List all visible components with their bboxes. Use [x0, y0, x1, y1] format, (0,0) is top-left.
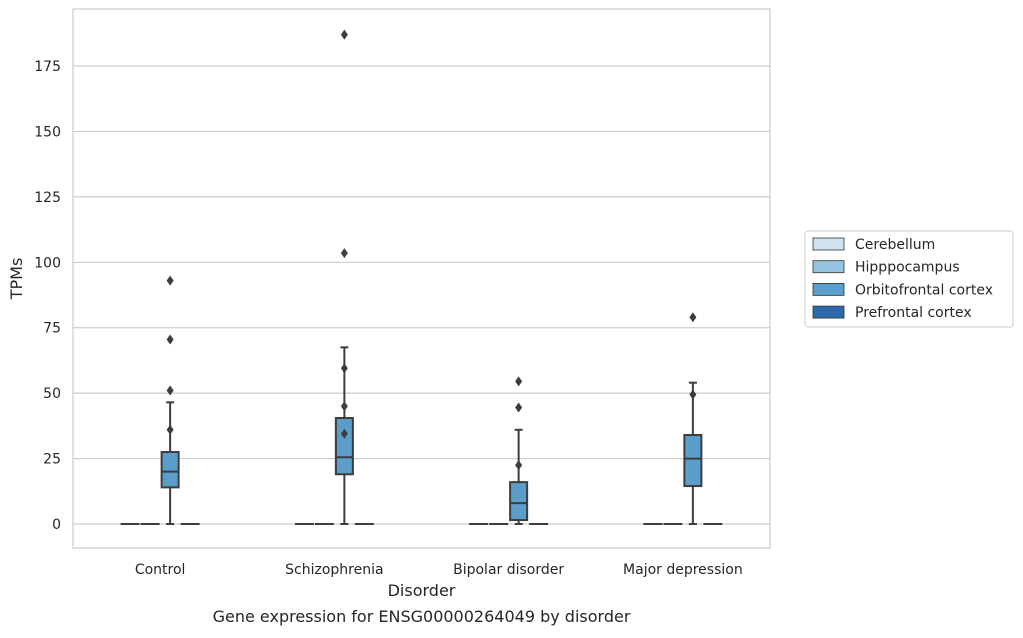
y-tick-label: 100 — [34, 255, 61, 271]
x-tick-label: Bipolar disorder — [453, 562, 564, 578]
y-axis-label: TPMs — [7, 258, 26, 301]
legend-label: Prefrontal cortex — [855, 305, 972, 321]
box-orbitofrontal-cortex — [684, 312, 701, 524]
outlier-point — [689, 389, 696, 399]
box-orbitofrontal-cortex — [510, 376, 527, 524]
x-tick-label: Control — [135, 562, 186, 578]
box-body — [336, 418, 353, 474]
y-axis-ticks: 0 25 50 75 100 125 150 175 — [34, 59, 61, 533]
outlier-point — [341, 401, 348, 411]
legend-swatch — [813, 306, 844, 318]
outlier-point — [341, 363, 348, 373]
box-body — [510, 482, 527, 520]
outlier-point — [341, 30, 348, 40]
x-axis-label: Disorder — [388, 581, 456, 600]
box-body — [684, 435, 701, 486]
y-tick-label: 125 — [34, 190, 61, 206]
outlier-point — [167, 425, 174, 435]
outlier-point — [167, 335, 174, 345]
legend-swatch — [813, 283, 844, 295]
outlier-point — [167, 386, 174, 396]
y-tick-label: 0 — [52, 517, 61, 533]
x-tick-label: Schizophrenia — [285, 562, 383, 578]
y-tick-label: 25 — [43, 452, 61, 468]
x-axis-ticks: Control Schizophrenia Bipolar disorder Majo… — [135, 562, 743, 578]
box-orbitofrontal-cortex — [336, 30, 353, 524]
y-tick-label: 50 — [43, 386, 61, 402]
outlier-point — [167, 276, 174, 286]
legend-swatch — [813, 261, 844, 273]
outlier-point — [515, 376, 522, 386]
box-body — [162, 452, 179, 487]
outlier-point — [689, 312, 696, 322]
legend-label: Hipppocampus — [855, 260, 960, 276]
outlier-point — [515, 403, 522, 413]
y-tick-label: 75 — [43, 321, 61, 337]
legend-label: Cerebellum — [855, 237, 935, 253]
legend-swatch — [813, 238, 844, 250]
outlier-point — [341, 248, 348, 258]
box-plot-series — [122, 30, 722, 524]
legend-label: Orbitofrontal cortex — [855, 282, 993, 298]
x-tick-label: Major depression — [623, 562, 743, 578]
y-tick-label: 150 — [34, 124, 61, 140]
y-tick-label: 175 — [34, 59, 61, 75]
box-orbitofrontal-cortex — [162, 276, 179, 524]
outlier-point — [515, 460, 522, 470]
chart-caption: Gene expression for ENSG00000264049 by d… — [213, 607, 631, 626]
legend: Cerebellum Hipppocampus Orbitofrontal cort… — [805, 231, 1013, 327]
